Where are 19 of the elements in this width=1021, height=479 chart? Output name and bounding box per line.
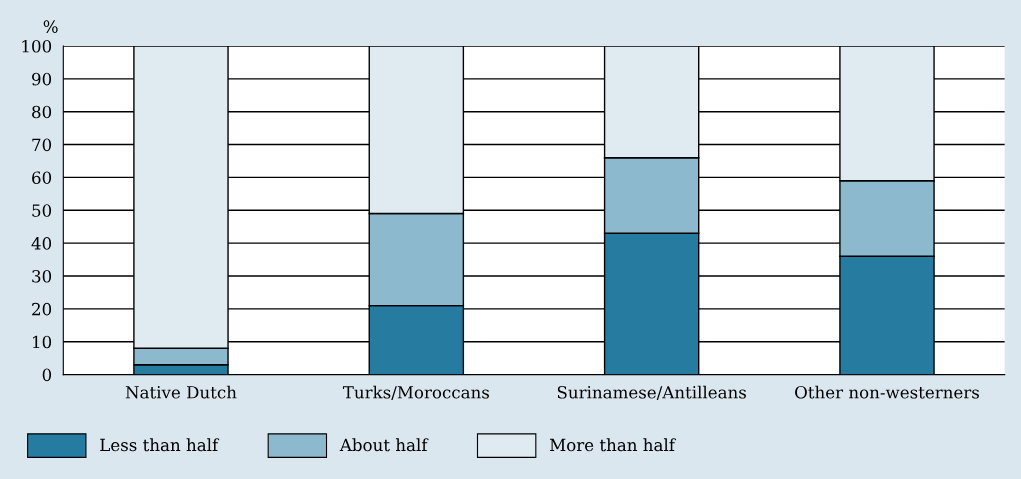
y-tick-label: 0 — [42, 368, 52, 382]
y-tick-label: 20 — [32, 302, 52, 316]
x-tick-label: Native Dutch — [125, 385, 237, 399]
x-tick-label: Other non-westerners — [795, 385, 979, 399]
y-tick-label: 80 — [32, 105, 52, 119]
legend-label: About half — [339, 438, 429, 452]
x-tick-label: Turks/Moroccans — [342, 385, 489, 400]
y-tick-label: 100 — [22, 39, 52, 53]
y-axis-title: % — [43, 20, 58, 33]
legend-label: More than half — [549, 438, 676, 452]
y-tick-label: 30 — [32, 269, 52, 283]
y-tick-label: 70 — [32, 138, 52, 152]
y-tick-label: 10 — [33, 335, 52, 349]
legend-label: Less than half — [100, 438, 220, 452]
y-tick-label: 60 — [32, 171, 52, 184]
y-tick-label: 50 — [32, 204, 52, 217]
y-tick-label: 40 — [31, 237, 52, 250]
x-tick-label: Surinamese/Antilleans — [557, 385, 746, 400]
y-tick-label: 90 — [32, 72, 52, 86]
